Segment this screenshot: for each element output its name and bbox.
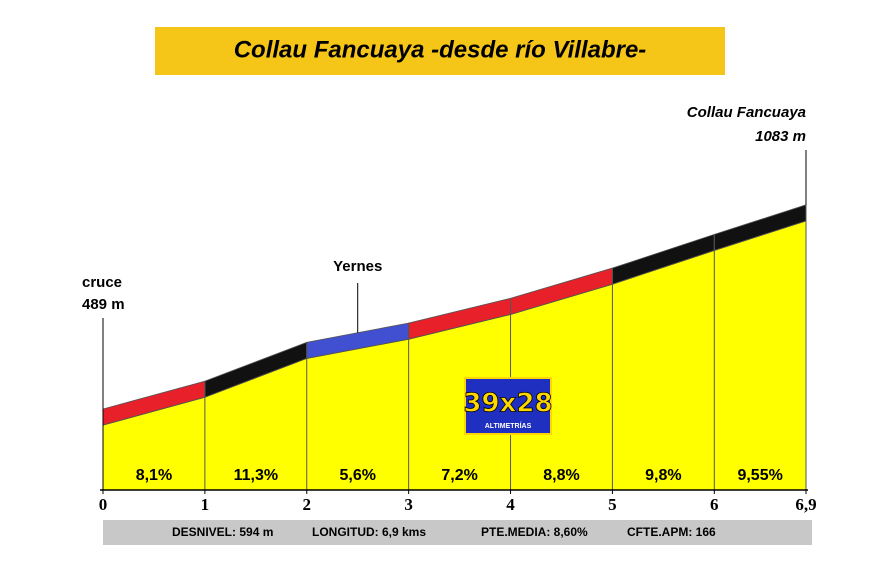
gradient-label: 8,8% (543, 467, 579, 484)
x-tick-label: 4 (506, 495, 515, 514)
x-tick-label: 0 (99, 495, 108, 514)
footer-bar (103, 520, 812, 545)
footer-item: PTE.MEDIA: 8,60% (481, 525, 588, 539)
gradient-label: 9,55% (737, 467, 782, 484)
gradient-label: 5,6% (339, 467, 375, 484)
gradient-label: 7,2% (441, 467, 477, 484)
gradient-label: 9,8% (645, 467, 681, 484)
annotation: Collau Fancuaya (687, 104, 806, 121)
x-tick-label: 6,9 (795, 495, 816, 514)
annotation: cruce (82, 274, 122, 291)
profile-area (102, 220, 807, 491)
chart-title: Collau Fancuaya -desde río Villabre- (234, 36, 647, 63)
x-tick-label: 3 (404, 495, 413, 514)
logo-subtext: ALTIMETRÍAS (485, 421, 532, 430)
x-tick-label: 1 (201, 495, 210, 514)
footer-item: CFTE.APM: 166 (627, 525, 716, 539)
annotation: 1083 m (755, 128, 806, 145)
title-box (155, 27, 725, 75)
gradient-label: 8,1% (136, 467, 172, 484)
logo-text: 39x28 (463, 389, 552, 419)
footer-item: DESNIVEL: 594 m (172, 525, 273, 539)
x-tick-label: 2 (303, 495, 312, 514)
annotation: 489 m (82, 296, 125, 313)
logo-box (464, 377, 552, 435)
footer-item: LONGITUD: 6,9 kms (312, 525, 426, 539)
x-tick-label: 6 (710, 495, 719, 514)
annotation: Yernes (333, 258, 382, 275)
gradient-label: 11,3% (234, 467, 278, 484)
x-tick-label: 5 (608, 495, 617, 514)
